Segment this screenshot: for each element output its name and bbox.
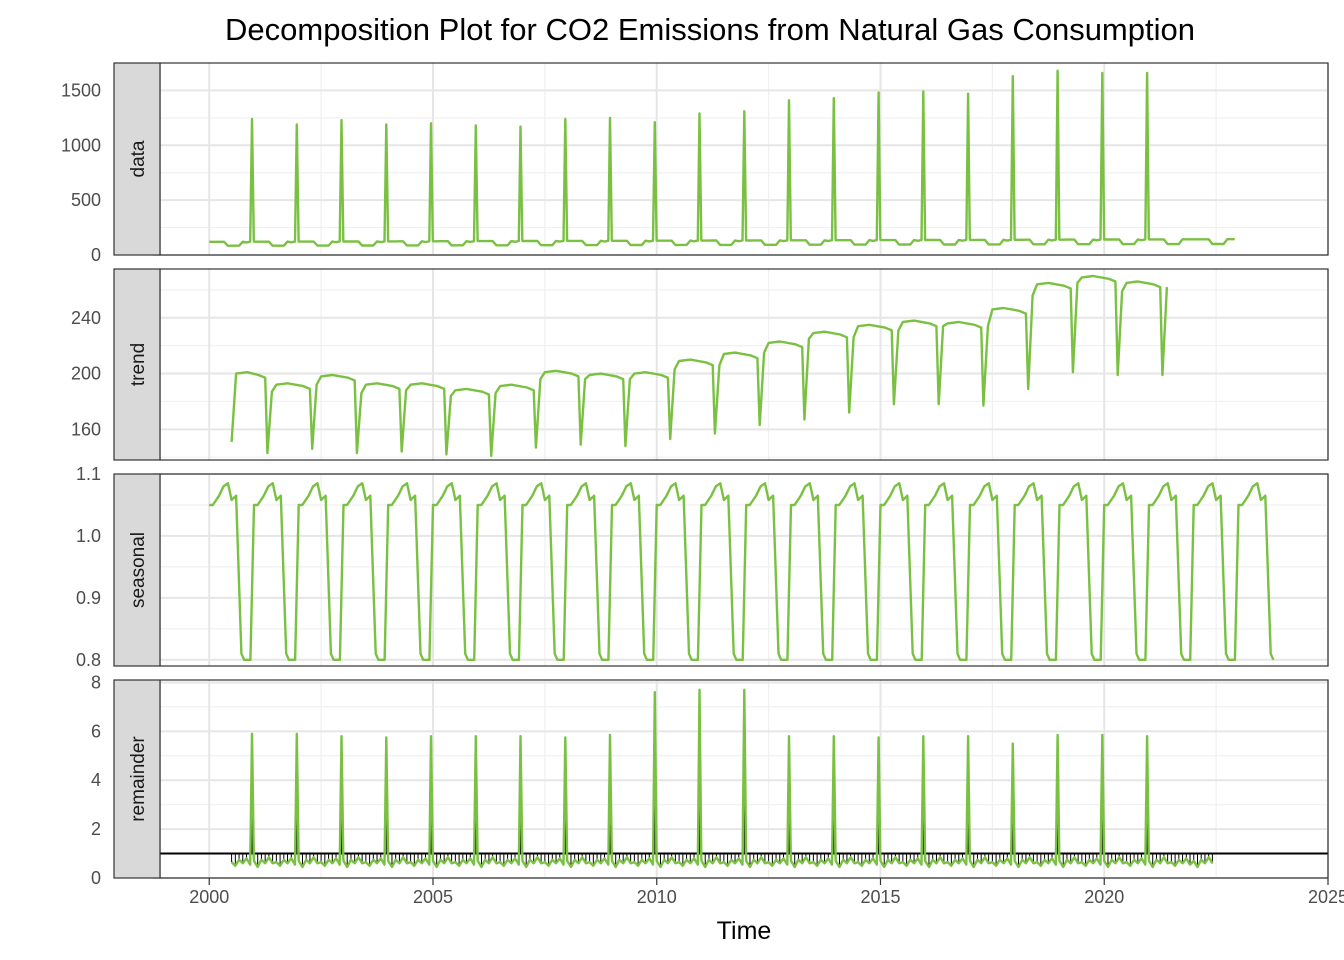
panel-trend: trend 160 200 240 [71, 268, 1329, 461]
x-tick-label: 2020 [1084, 887, 1124, 907]
x-tick-label: 2015 [860, 887, 900, 907]
series-line-seasonal [209, 482, 1275, 661]
facet-strip [113, 473, 161, 667]
facet-label: seasonal [128, 532, 149, 608]
y-tick-label: 1000 [61, 135, 101, 155]
x-tick-label: 2000 [189, 887, 229, 907]
y-tick-label: 2 [91, 819, 101, 839]
panel-remainder: remainder 0 2 4 6 8 [91, 672, 1329, 888]
y-tick-label: 0 [91, 868, 101, 888]
panel-data: data 0 500 1000 1500 [61, 62, 1329, 265]
facet-label: trend [128, 343, 149, 386]
panel-background [160, 269, 1328, 460]
chart-title: Decomposition Plot for CO2 Emissions fro… [225, 12, 1195, 47]
y-tick-label: 6 [91, 721, 101, 741]
series-line-trend [230, 274, 1169, 457]
facet-strip [113, 268, 161, 461]
series-line-remainder [230, 688, 1214, 869]
y-tick-label: 1.1 [76, 464, 101, 484]
y-tick-label: 0.9 [76, 588, 101, 608]
y-tick-label: 1500 [61, 80, 101, 100]
y-tick-label: 1.0 [76, 526, 101, 546]
x-tick-label: 2025 [1308, 887, 1344, 907]
y-tick-label: 0 [91, 245, 101, 265]
facet-strip [113, 679, 161, 879]
y-tick-label: 4 [91, 770, 101, 790]
y-tick-label: 240 [71, 308, 101, 328]
y-tick-label: 500 [71, 190, 101, 210]
facet-strip [113, 62, 161, 256]
x-axis-label: Time [717, 917, 772, 945]
panel-seasonal: seasonal 0.8 0.9 1.0 1.1 [76, 464, 1329, 670]
facet-label: remainder [128, 736, 149, 822]
y-tick-label: 160 [71, 419, 101, 439]
panels: data050010001500trend160200240seasonal0.… [61, 62, 1329, 888]
x-tick-label: 2005 [413, 887, 453, 907]
x-axis: 2000 2005 2010 2015 2020 2025 [189, 878, 1344, 907]
y-tick-label: 0.8 [76, 650, 101, 670]
y-tick-label: 8 [91, 672, 101, 692]
x-tick-label: 2010 [637, 887, 677, 907]
series-line-data [209, 69, 1235, 247]
y-tick-label: 200 [71, 364, 101, 384]
facet-label: data [128, 140, 149, 177]
